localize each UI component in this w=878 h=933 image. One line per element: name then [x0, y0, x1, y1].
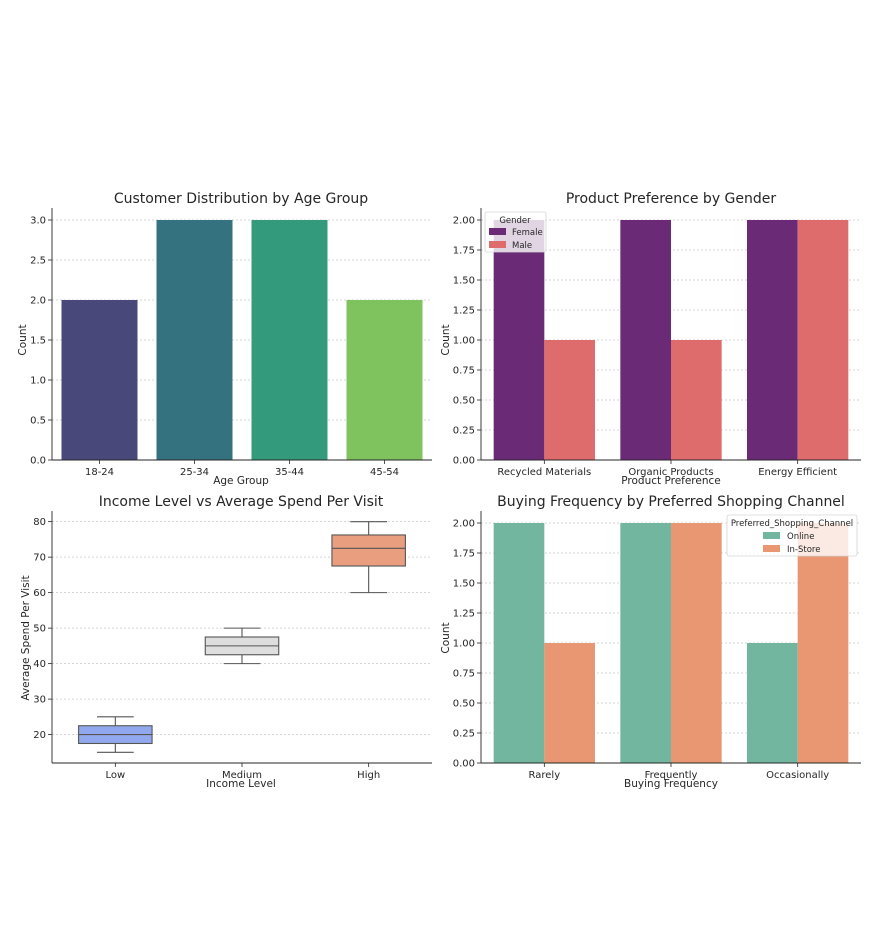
- x-tick-label: Energy Efficient: [758, 467, 837, 478]
- x-axis-label: Income Level: [206, 778, 276, 790]
- x-axis-label: Product Preference: [621, 475, 721, 487]
- box-high: [331, 534, 406, 567]
- y-tick-label: 20: [33, 730, 46, 741]
- y-tick-label: 0.00: [453, 759, 475, 770]
- y-tick-label: 1.75: [453, 549, 475, 560]
- y-tick-label: 2.5: [30, 256, 46, 267]
- y-tick-label: 40: [33, 659, 46, 670]
- legend: Gender Female Male: [484, 211, 547, 253]
- legend-swatch-male: [489, 241, 506, 248]
- bar-online-frequently: [620, 523, 671, 763]
- legend-label-in-store: In-Store: [787, 545, 820, 555]
- y-tick-label: 0.0: [30, 456, 46, 467]
- bar-45-54: [346, 300, 423, 460]
- bar-35-44: [251, 220, 328, 460]
- product-preference-chart: 0.00 0.25 0.50 0.75 1.00 1.25 1.50 1.75 2.00 Recy…: [440, 191, 861, 487]
- x-tick-label: High: [357, 770, 380, 781]
- y-axis-label: Count: [17, 324, 29, 355]
- bar-online-rarely: [493, 523, 545, 763]
- bar-18-24: [61, 300, 138, 460]
- y-tick-label: 3.0: [30, 216, 46, 227]
- y-tick-label: 30: [33, 695, 46, 706]
- x-tick-label: Organic Products: [628, 467, 713, 478]
- y-tick-label: 0.25: [453, 729, 475, 740]
- y-tick-label: 0.5: [30, 416, 46, 427]
- y-tick-label: 1.50: [453, 579, 475, 590]
- chart-title: Income Level vs Average Spend Per Visit: [99, 494, 384, 510]
- y-axis-label: Count: [440, 324, 452, 355]
- age-group-chart: 0.0 0.5 1.0 1.5 2.0 2.5 3.0 18-24 25-34 35-44 45-5…: [17, 191, 432, 487]
- y-tick-label: 0.75: [453, 366, 475, 377]
- buying-frequency-chart: 0.00 0.25 0.50 0.75 1.00 1.25 1.50 1.75 2.00 Rare…: [440, 494, 861, 790]
- y-tick-label: 50: [33, 624, 46, 635]
- x-tick-label: Medium: [222, 770, 262, 781]
- y-tick-label: 0.00: [453, 456, 475, 467]
- y-tick-label: 1.00: [453, 639, 475, 650]
- y-tick-label: 0.50: [453, 396, 475, 407]
- y-tick-label: 1.5: [30, 336, 46, 347]
- bar-male-organic-products: [671, 340, 722, 460]
- bar-male-energy-efficient: [797, 220, 849, 460]
- y-tick-label: 80: [33, 517, 46, 528]
- y-tick-label: 1.25: [453, 609, 475, 620]
- y-tick-label: 0.25: [453, 426, 475, 437]
- legend-label-female: Female: [512, 228, 543, 238]
- bar-in-store-frequently: [671, 523, 722, 763]
- y-tick-label: 2.0: [30, 296, 46, 307]
- legend-frame: [726, 514, 858, 557]
- legend-swatch-online: [763, 532, 780, 539]
- x-tick-label: Rarely: [529, 770, 561, 781]
- x-tick-label: 25-34: [180, 467, 209, 478]
- legend-swatch-in-store: [763, 545, 780, 552]
- bar-female-organic-products: [620, 220, 671, 460]
- y-axis-label: Count: [440, 622, 452, 653]
- y-tick-label: 70: [33, 553, 46, 564]
- chart-title: Customer Distribution by Age Group: [114, 191, 368, 207]
- legend-label-male: Male: [512, 241, 532, 251]
- bar-female-recycled-materials: [493, 220, 545, 460]
- bar-male-recycled-materials: [544, 340, 595, 460]
- bar-in-store-rarely: [544, 643, 595, 763]
- y-tick-label: 60: [33, 588, 46, 599]
- x-axis-label: Buying Frequency: [624, 778, 718, 790]
- y-tick-label: 1.75: [453, 246, 475, 257]
- legend-title: Gender: [499, 216, 531, 226]
- y-tick-label: 1.0: [30, 376, 46, 387]
- x-tick-label: Frequently: [645, 770, 698, 781]
- bar-online-occasionally: [747, 643, 798, 763]
- y-tick-label: 1.50: [453, 276, 475, 287]
- x-axis-label: Age Group: [213, 475, 269, 487]
- legend-swatch-female: [489, 228, 506, 235]
- y-tick-label: 1.25: [453, 306, 475, 317]
- x-tick-label: Recycled Materials: [497, 467, 591, 478]
- y-axis-label: Average Spend Per Visit: [20, 575, 32, 700]
- y-tick-label: 2.00: [453, 519, 475, 530]
- x-tick-label: Occasionally: [766, 770, 829, 781]
- legend: Preferred_Shopping_Channel Online In-Sto…: [726, 514, 858, 557]
- bar-female-energy-efficient: [747, 220, 798, 460]
- chart-title: Buying Frequency by Preferred Shopping C…: [497, 494, 845, 510]
- x-tick-label: 45-54: [370, 467, 399, 478]
- legend-title: Preferred_Shopping_Channel: [731, 519, 853, 529]
- x-tick-label: 35-44: [275, 467, 304, 478]
- y-tick-label: 1.00: [453, 336, 475, 347]
- chart-title: Product Preference by Gender: [566, 191, 777, 207]
- income-spend-boxplot: 20 30 40 50 60 70 80 Low Medium High Income Level…: [20, 494, 432, 790]
- bar-25-34: [156, 220, 233, 460]
- y-tick-label: 0.50: [453, 699, 475, 710]
- x-tick-label: Low: [105, 770, 125, 781]
- bar-in-store-occasionally: [797, 523, 849, 763]
- legend-label-online: Online: [787, 532, 814, 542]
- y-tick-label: 0.75: [453, 669, 475, 680]
- x-tick-label: 18-24: [85, 467, 114, 478]
- y-tick-label: 2.00: [453, 216, 475, 227]
